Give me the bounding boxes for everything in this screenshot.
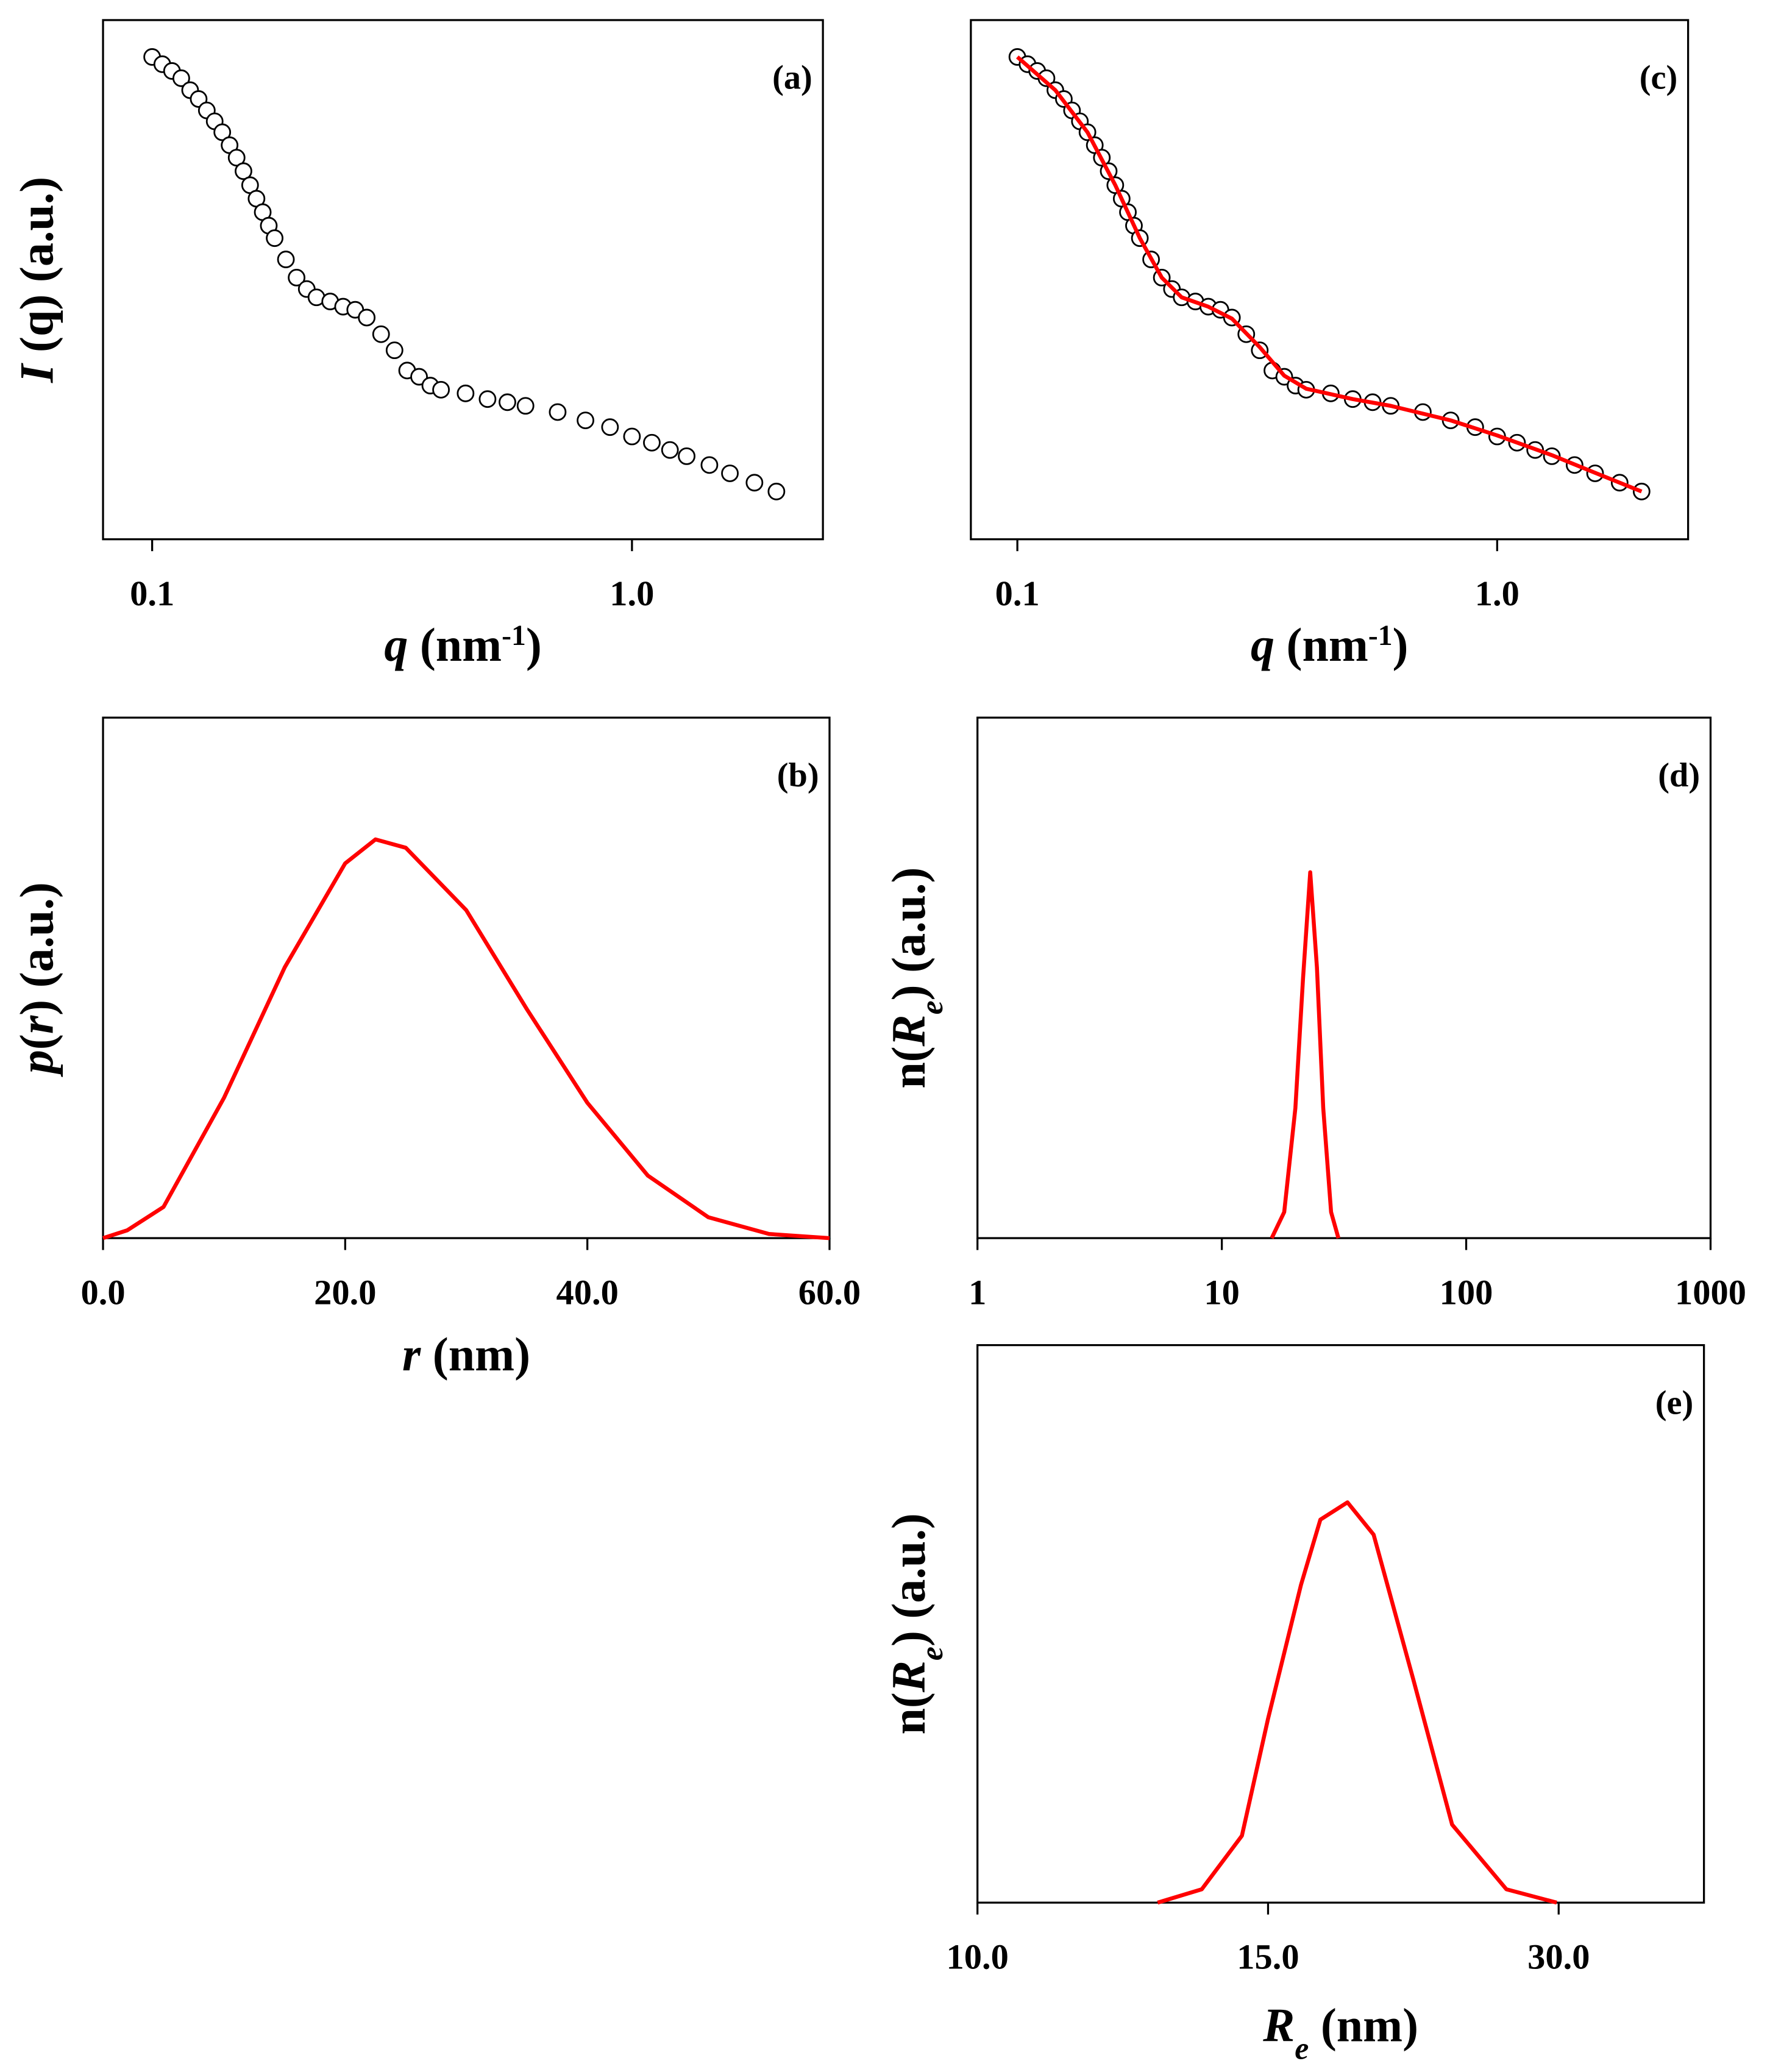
x-tick-label: 40.0 xyxy=(556,1272,618,1312)
panel-label: (a) xyxy=(772,59,812,97)
data-point xyxy=(172,69,190,87)
x-tick-label: 1.0 xyxy=(1475,574,1519,613)
data-point xyxy=(478,390,497,408)
plot-frame xyxy=(976,1344,1705,1904)
y-axis-label: n(Re) (a.u.) xyxy=(882,1513,950,1734)
label-part: (nm) xyxy=(1309,1999,1418,2052)
label-part: ) (a.u.) xyxy=(882,867,935,1000)
label-part: ) (a.u.) xyxy=(882,1513,935,1647)
y-axis-label: p(r) (a.u.) xyxy=(10,882,63,1077)
data-point xyxy=(385,341,403,360)
label-part: e xyxy=(1295,2031,1309,2066)
label-part: (nm) xyxy=(421,1328,530,1381)
x-tick-label: 0.0 xyxy=(80,1272,125,1312)
data-point xyxy=(745,474,764,492)
y-axis-label: I (q) (a.u.) xyxy=(10,177,63,383)
x-tick-label: 10.0 xyxy=(947,1937,1009,1977)
label-part: p xyxy=(10,1050,63,1077)
plot-frame xyxy=(102,19,824,541)
fit-line xyxy=(1016,55,1643,494)
label-part: ) (a.u.) xyxy=(10,882,63,1016)
data-point xyxy=(288,268,306,287)
label-part: -1 xyxy=(1368,620,1393,652)
curve xyxy=(1157,1500,1557,1905)
data-point xyxy=(643,433,661,452)
label-part: ) xyxy=(526,618,542,671)
label-part: r xyxy=(402,1328,421,1381)
x-tick-label: 10 xyxy=(1204,1272,1240,1312)
label-part: I xyxy=(10,363,63,383)
x-tick-label: 0.1 xyxy=(130,574,174,613)
curve xyxy=(1270,870,1341,1239)
x-tick-label: 60.0 xyxy=(798,1272,861,1312)
x-tick-label: 1000 xyxy=(1675,1272,1746,1312)
panel-label: (e) xyxy=(1655,1384,1694,1422)
data-point xyxy=(700,456,719,474)
data-point xyxy=(213,123,232,141)
label-part: n( xyxy=(882,1692,935,1734)
plot-frame xyxy=(102,716,831,1239)
data-point xyxy=(767,482,786,500)
data-point xyxy=(457,384,475,402)
label-part: R xyxy=(882,1014,935,1047)
panel-label: (c) xyxy=(1640,59,1678,97)
plot-frame xyxy=(970,19,1690,541)
data-point xyxy=(577,411,594,430)
x-tick-label: 1.0 xyxy=(610,574,654,613)
x-axis-label: r (nm) xyxy=(402,1328,530,1381)
x-tick-label: 20.0 xyxy=(314,1272,376,1312)
data-point xyxy=(549,403,567,421)
label-part: ) xyxy=(1393,618,1409,671)
x-tick-label: 0.1 xyxy=(995,574,1040,613)
label-part: (q) (a.u.) xyxy=(10,177,63,365)
x-axis-label: q (nm-1) xyxy=(384,618,542,671)
label-part: R xyxy=(882,1661,935,1693)
x-axis-label: q (nm-1) xyxy=(1251,618,1409,671)
label-part: -1 xyxy=(502,620,526,652)
curve xyxy=(102,837,830,1241)
data-point xyxy=(516,397,535,415)
data-point xyxy=(372,325,390,343)
x-tick-label: 100 xyxy=(1440,1272,1493,1312)
data-point xyxy=(623,427,641,446)
data-point xyxy=(277,251,295,268)
plot-frame xyxy=(976,716,1712,1239)
label-part: (nm xyxy=(1274,618,1368,671)
panel-label: (b) xyxy=(777,757,819,794)
data-point xyxy=(678,447,695,465)
label-part: q xyxy=(1251,618,1274,671)
label-part: e xyxy=(915,1000,950,1014)
data-point xyxy=(358,308,376,327)
data-point xyxy=(661,441,679,459)
x-tick-label: 15.0 xyxy=(1237,1937,1299,1977)
data-point xyxy=(499,393,516,411)
x-axis-label: Re (nm) xyxy=(1262,1999,1418,2067)
label-part: n( xyxy=(882,1046,935,1088)
y-axis-label: n(Re) (a.u.) xyxy=(882,867,950,1088)
data-point xyxy=(227,149,246,167)
data-point xyxy=(235,162,252,180)
label-part: (nm xyxy=(408,618,502,671)
label-part: q xyxy=(384,618,408,671)
x-tick-label: 30.0 xyxy=(1527,1937,1590,1977)
x-tick-label: 1 xyxy=(969,1272,986,1312)
data-point xyxy=(721,465,739,482)
data-point xyxy=(1037,69,1056,87)
data-point xyxy=(432,380,450,399)
label-part: R xyxy=(1262,1999,1295,2052)
label-part: r xyxy=(10,1015,63,1034)
label-part: e xyxy=(915,1647,950,1661)
data-point xyxy=(266,229,284,247)
label-part: ( xyxy=(10,1034,63,1050)
data-point xyxy=(601,418,619,436)
panel-label: (d) xyxy=(1658,757,1700,794)
